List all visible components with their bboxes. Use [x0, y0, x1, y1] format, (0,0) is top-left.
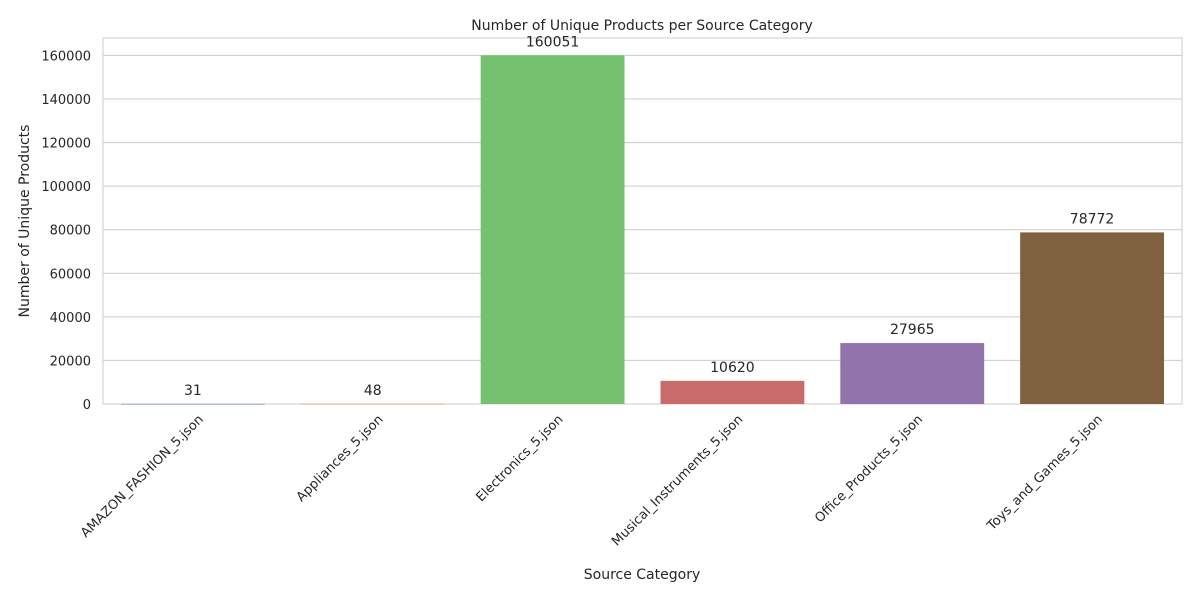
bar [660, 380, 805, 404]
chart-title: Number of Unique Products per Source Cat… [471, 18, 813, 34]
y-tick-label: 140000 [41, 93, 91, 108]
bar [120, 403, 265, 405]
x-tick-label: Electronics_5.json [474, 412, 567, 505]
plot-frame [102, 37, 1183, 405]
x-axis-label: Source Category [584, 567, 700, 583]
y-tick-label: 120000 [41, 137, 91, 152]
x-tick-label: Toys_and_Games_5.json [984, 412, 1106, 534]
x-tick-label: Office_Products_5.json [812, 412, 926, 526]
bar-value-label: 78772 [1070, 211, 1115, 227]
data-labels: 31 48 160051 10620 27965 78772 [184, 34, 1114, 399]
bar-value-label: 48 [364, 383, 382, 399]
x-tick-label: AMAZON_FASHION_5.json [78, 412, 207, 541]
bar-value-label: 31 [184, 383, 202, 399]
y-tick-label: 80000 [50, 224, 91, 239]
y-tick-label: 60000 [50, 267, 91, 282]
y-axis-ticks: 0 20000 40000 60000 80000 100000 120000 140000 1… [41, 49, 91, 413]
y-tick-label: 100000 [41, 180, 91, 195]
x-tick-label: Appliances_5.json [294, 412, 387, 505]
y-tick-label: 160000 [41, 49, 91, 64]
x-tick-label: Musical_Instruments_5.json [609, 412, 746, 549]
y-tick-label: 0 [83, 398, 91, 413]
bar-value-label: 10620 [710, 360, 755, 376]
bar [1020, 232, 1165, 404]
bar [840, 343, 985, 404]
y-tick-label: 20000 [50, 354, 91, 369]
bars [120, 55, 1165, 405]
bar-value-label: 27965 [890, 322, 935, 338]
grid-lines [103, 54, 1182, 405]
bar [300, 403, 445, 405]
y-axis-label: Number of Unique Products [17, 125, 33, 318]
y-tick-label: 40000 [50, 311, 91, 326]
bar [480, 55, 625, 404]
bar-value-label: 160051 [526, 34, 579, 50]
x-axis-ticks: AMAZON_FASHION_5.json Appliances_5.json El… [78, 412, 1106, 549]
